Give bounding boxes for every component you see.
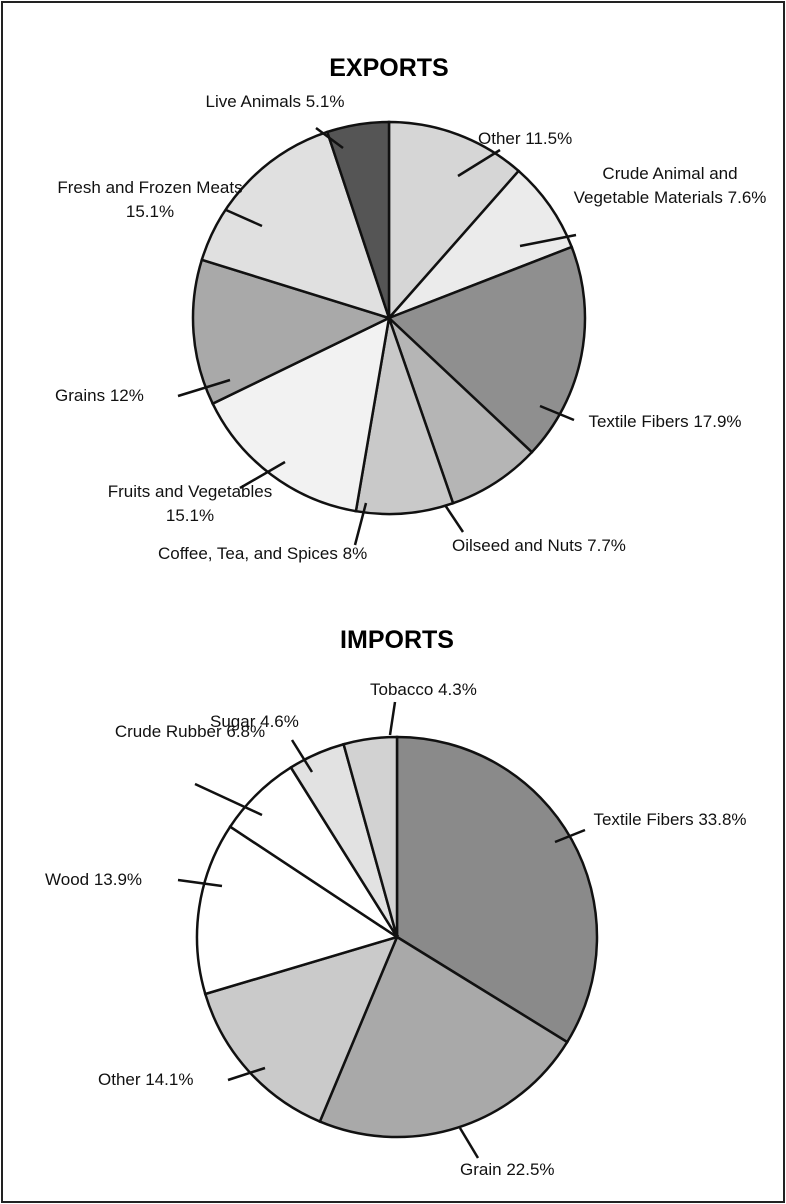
category-label: Crude Rubber — [114, 722, 222, 741]
pie-slice — [342, 735, 399, 938]
value-label: 5.1% — [305, 92, 345, 111]
value-label: 6.8% — [226, 722, 266, 741]
leader-line — [519, 233, 577, 248]
value-label: 8% — [342, 544, 368, 563]
slice-label: Coffee, Tea, and Spices 8% — [158, 542, 438, 566]
category-label: Fresh and Frozen Meats — [57, 178, 243, 197]
pie-slice — [388, 169, 574, 320]
slice-label: Other 14.1% — [98, 1068, 238, 1092]
category-label: Crude Animal and Vegetable Materials — [573, 164, 738, 207]
value-label: 15.1% — [165, 506, 215, 525]
value-label: 13.9% — [93, 870, 143, 889]
leader-line — [539, 404, 575, 422]
value-label: 7.6% — [727, 188, 767, 207]
leader-line — [353, 502, 368, 546]
category-label: Grain — [460, 1160, 502, 1179]
category-label: Textile Fibers — [588, 412, 689, 431]
leader-line — [388, 701, 397, 736]
value-label: 22.5% — [506, 1160, 555, 1179]
value-label: 33.8% — [698, 810, 747, 829]
slice-label: Fruits and Vegetables 15.1% — [90, 480, 290, 528]
slice-label: Grains 12% — [55, 384, 185, 408]
slice-label: Textile Fibers 17.9% — [560, 410, 770, 434]
value-label: 12% — [109, 386, 144, 405]
category-label: Other — [98, 1070, 141, 1089]
slice-label: Sugar 4.6% — [210, 710, 330, 734]
leader-line — [457, 148, 501, 178]
category-label: Fruits and Vegetables — [107, 482, 273, 501]
slice-label: Oilseed and Nuts 7.7% — [452, 534, 692, 558]
category-label: Textile Fibers — [593, 810, 694, 829]
value-label: 4.3% — [438, 680, 477, 699]
leader-line — [239, 460, 286, 490]
chart-title: EXPORTS — [329, 54, 448, 82]
pie-slice — [203, 935, 400, 1124]
leader-line — [315, 126, 344, 150]
slice-label: Tobacco 4.3% — [370, 678, 510, 702]
value-label: 7.7% — [587, 536, 626, 555]
value-label: 11.5% — [525, 129, 573, 148]
slice-label: Grain 22.5% — [460, 1158, 640, 1182]
category-label: Wood — [45, 870, 90, 889]
leader-line — [194, 782, 263, 817]
slice-label: Other 11.5% — [478, 127, 638, 151]
pie-slice — [387, 120, 521, 322]
pie-slice — [325, 120, 391, 319]
category-label: Grains — [55, 386, 106, 405]
category-label: Sugar — [210, 712, 256, 731]
pie-slice — [386, 245, 587, 454]
category-label: Live Animals — [205, 92, 301, 111]
leader-line — [443, 504, 465, 533]
pie-slice — [354, 317, 455, 516]
slice-label: Textile Fibers 33.8% — [565, 808, 775, 832]
category-label: Tobacco — [370, 680, 434, 699]
pie-slice — [191, 258, 393, 406]
category-label: Other — [478, 129, 521, 148]
leader-line — [177, 378, 231, 398]
leader-line — [554, 828, 586, 844]
slice-label: Fresh and Frozen Meats 15.1% — [45, 176, 255, 224]
value-label: 14.1% — [145, 1070, 194, 1089]
pie-slice — [395, 735, 599, 1044]
pie-slice — [211, 315, 391, 513]
slice-label: Crude Animal and Vegetable Materials 7.6… — [565, 162, 775, 210]
value-label: 17.9% — [693, 412, 742, 431]
pie-slice — [318, 935, 569, 1139]
slice-label: Wood 13.9% — [45, 868, 185, 892]
pie-slice — [195, 824, 400, 996]
leader-line — [227, 1066, 266, 1082]
leader-line — [177, 878, 223, 888]
leader-line — [290, 739, 314, 773]
category-label: Coffee, Tea, and Spices — [158, 544, 338, 563]
value-label: 15.1% — [125, 202, 175, 221]
value-label: 4.6% — [260, 712, 299, 731]
pie-slice — [387, 317, 534, 505]
chart-title: IMPORTS — [340, 626, 454, 654]
slice-label: Crude Rubber 6.8% — [110, 720, 270, 744]
slice-label: Live Animals 5.1% — [195, 90, 355, 114]
leader-line — [458, 1127, 480, 1159]
category-label: Oilseed and Nuts — [452, 536, 583, 555]
leader-line — [225, 208, 263, 228]
